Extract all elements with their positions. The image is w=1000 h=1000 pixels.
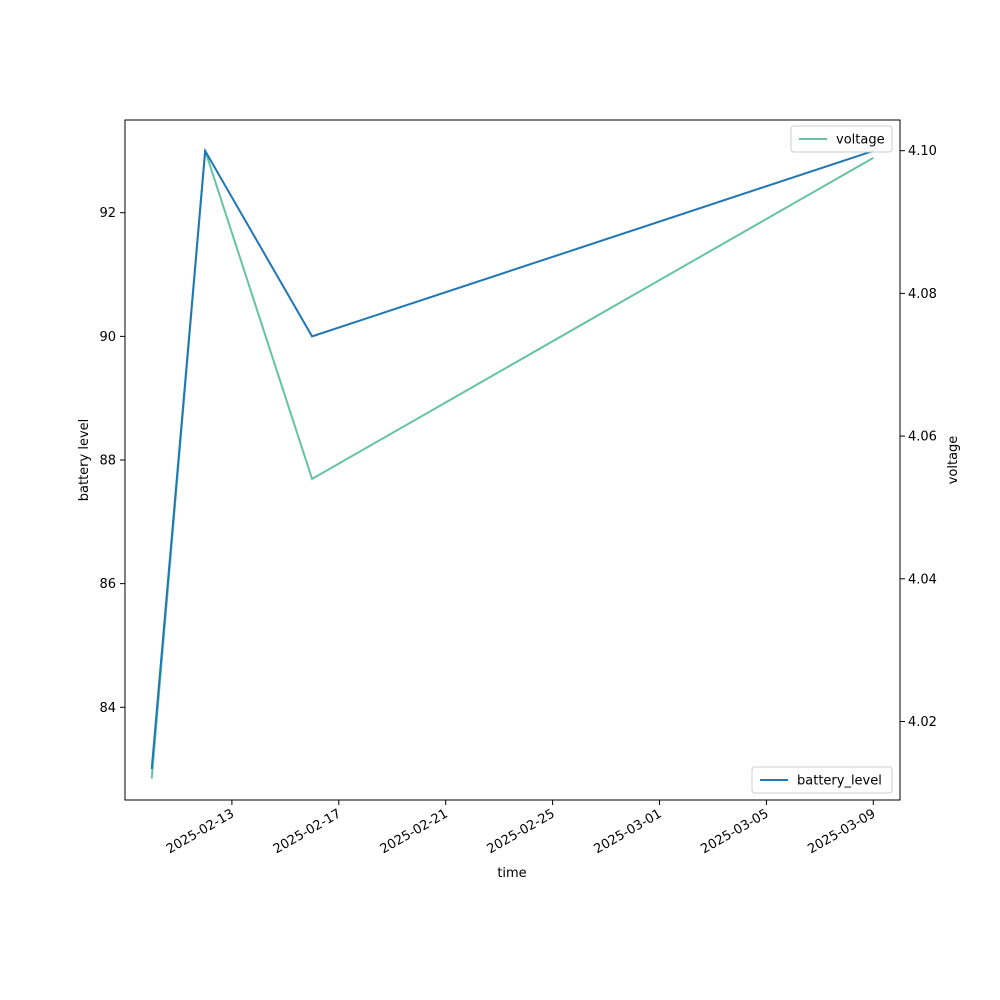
left-y-axis-ticks: 84 86 88 90 92: [99, 206, 125, 716]
x-axis-label: time: [497, 866, 526, 881]
series-layer: [150, 147, 874, 779]
right-y-axis-ticks: 4.02 4.04 4.06 4.08 4.10: [900, 144, 937, 730]
legend-battery-level-box: [751, 766, 893, 794]
right-y-tick-label: 4.02: [908, 715, 937, 730]
left-y-axis-label: battery level: [77, 419, 92, 502]
legend-voltage-box: [790, 125, 893, 153]
left-y-tick-label: 92: [99, 206, 116, 221]
legend-battery-level-label: battery_level: [797, 774, 882, 789]
left-y-tick-label: 86: [99, 577, 116, 592]
right-y-tick-label: 4.04: [908, 572, 937, 587]
left-y-tick-label: 88: [99, 454, 116, 469]
right-y-tick-label: 4.08: [908, 287, 937, 302]
legend-voltage: voltage: [790, 125, 893, 153]
right-y-tick-label: 4.06: [908, 430, 937, 445]
left-y-tick-label: 90: [99, 330, 116, 345]
legend-battery-level: battery_level: [751, 766, 893, 794]
right-y-tick-label: 4.10: [908, 144, 937, 159]
right-y-axis-label: voltage: [946, 436, 961, 485]
left-y-tick-label: 84: [99, 701, 116, 716]
series-line-battery-level: [150, 147, 874, 770]
legend-voltage-label: voltage: [836, 133, 885, 148]
